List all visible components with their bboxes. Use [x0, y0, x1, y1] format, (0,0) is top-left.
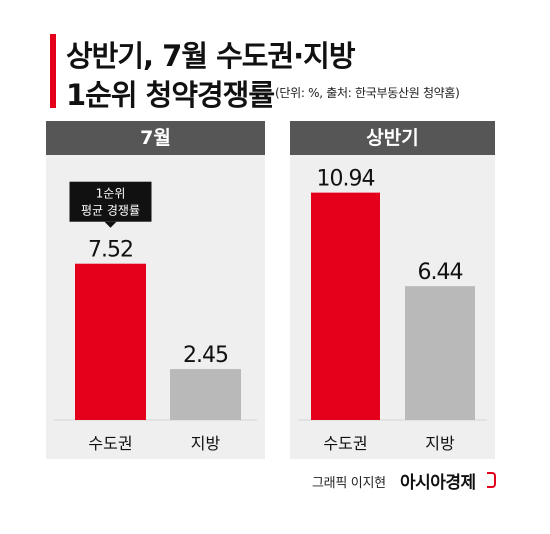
category-label-1: 지방 — [425, 434, 455, 453]
panel-first-half: 상반기 10.94 수도권 6.44 지방 — [290, 121, 495, 459]
panel-header-first-half: 상반기 — [290, 121, 495, 155]
panel-header-july: 7월 — [46, 121, 265, 155]
category-label-1: 지방 — [191, 434, 221, 453]
value-label-1: 2.45 — [183, 343, 228, 368]
value-label-0: 10.94 — [317, 167, 375, 192]
graphic-credit: 그래픽 이지현 — [312, 476, 386, 491]
chart-title-line2: 1순위 청약경쟁률 — [66, 78, 275, 112]
value-label-0: 7.52 — [88, 238, 133, 263]
source-note: (단위: %, 출처: 한국부동산원 청약홈) — [275, 86, 460, 100]
annotation-line1: 1순위 — [96, 187, 126, 201]
bar-0 — [75, 263, 146, 420]
chart-title-line1: 상반기, 7월 수도권·지방 — [66, 39, 356, 73]
publisher-logo: 아시아경제 — [400, 473, 476, 493]
value-label-1: 6.44 — [418, 260, 463, 285]
annotation-line2: 평균 경쟁률 — [81, 204, 140, 218]
annotation-box — [69, 181, 152, 222]
bar-0 — [311, 192, 380, 420]
category-label-0: 수도권 — [88, 434, 132, 453]
annotation-pointer — [104, 221, 117, 228]
chart-first-half: 10.94 수도권 6.44 지방 — [298, 167, 487, 453]
category-label-0: 수도권 — [323, 434, 367, 453]
bar-1 — [405, 286, 475, 420]
logo-mark-icon — [487, 472, 496, 488]
bar-1 — [170, 369, 241, 420]
title-accent-bar — [50, 34, 56, 108]
